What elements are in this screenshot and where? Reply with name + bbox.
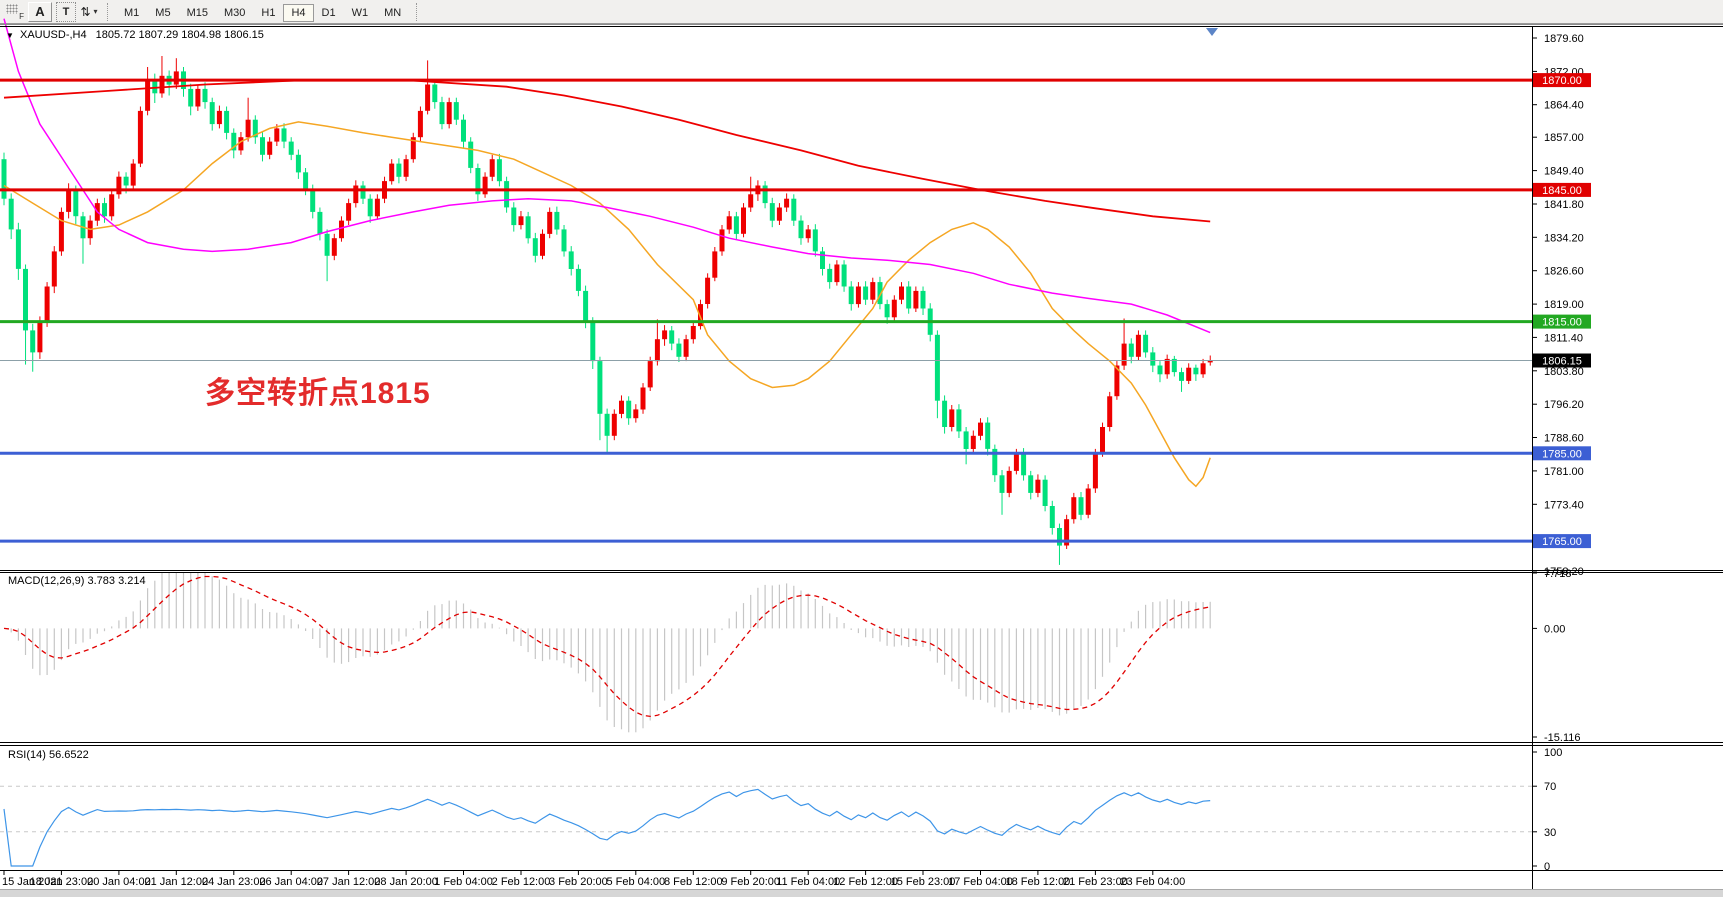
svg-text:1870.00: 1870.00 <box>1542 75 1582 87</box>
timeframe-button-h4[interactable]: H4 <box>283 3 314 22</box>
timeframe-button-m30[interactable]: M30 <box>223 6 246 19</box>
rsi-line <box>3 788 1211 867</box>
price-tick-label: 1864.40 <box>1544 100 1584 112</box>
price-badge-1765.00: 1765.00 <box>1533 534 1591 549</box>
price-tick-label: 1781.00 <box>1544 466 1584 478</box>
rsi-axis-label: 100 <box>1544 747 1562 759</box>
grid-f-label: F <box>19 12 24 21</box>
price-badge-1845.00: 1845.00 <box>1533 182 1591 197</box>
macd-axis-label: 0.00 <box>1544 623 1565 635</box>
price-tick-label: 1841.80 <box>1544 199 1584 211</box>
candles-layer <box>1 56 1213 565</box>
price-tick-label: 1849.40 <box>1544 166 1584 178</box>
price-tick-label: 1758.20 <box>1544 566 1584 578</box>
price-axis[interactable]: 1879.601872.001864.401857.001849.401841.… <box>1532 33 1584 578</box>
price-badge-1785.00: 1785.00 <box>1533 446 1591 461</box>
window-bottom-edge <box>0 889 1723 897</box>
rsi-axis-label: 0 <box>1544 861 1550 873</box>
time-tick-label: 2 Feb 12:00 <box>492 876 551 888</box>
time-tick-label: 18 Jan 23:00 <box>30 876 94 888</box>
dot-grid-icon <box>6 4 18 14</box>
price-badge-1870.00: 1870.00 <box>1533 73 1591 88</box>
time-tick-label: 11 Feb 04:00 <box>776 876 840 888</box>
pane-borders <box>0 24 1723 889</box>
time-tick-label: 21 Jan 12:00 <box>144 876 208 888</box>
timeframe-group: M1 M5 M15 M30 H1 H4 D1 W1 MN <box>116 3 409 22</box>
toolbar-separator <box>416 2 418 21</box>
svg-text:1815.00: 1815.00 <box>1542 317 1582 329</box>
ma-fast-orange-line <box>3 121 1211 488</box>
timeframe-button-m1[interactable]: M1 <box>124 6 140 19</box>
time-tick-label: 20 Jan 04:00 <box>87 876 151 888</box>
price-tick-label: 1773.40 <box>1544 499 1584 511</box>
font-tool-button[interactable]: A <box>28 1 52 22</box>
toolbar: F A T ⇅ ▾ M1 M5 M15 M30 H1 H4 D1 W1 MN <box>0 0 1723 24</box>
time-tick-label: 23 Feb 04:00 <box>1120 876 1185 888</box>
timeframe-button-m15[interactable]: M15 <box>186 6 208 19</box>
timeframe-button-w1[interactable]: W1 <box>351 6 369 19</box>
time-tick-label: 26 Jan 04:00 <box>259 876 323 888</box>
time-tick-label: 5 Feb 04:00 <box>606 876 665 888</box>
svg-text:1806.15: 1806.15 <box>1542 356 1582 368</box>
toolbar-separator <box>107 2 109 21</box>
level-lines-layer <box>0 78 1532 543</box>
price-badge-1815.00: 1815.00 <box>1533 314 1591 329</box>
price-tick-label: 1826.60 <box>1544 266 1584 278</box>
price-tick-label: 1803.80 <box>1544 366 1584 378</box>
time-tick-label: 27 Jan 12:00 <box>317 876 381 888</box>
time-tick-label: 28 Jan 20:00 <box>374 876 438 888</box>
svg-text:1765.00: 1765.00 <box>1542 536 1582 548</box>
macd-signal-line <box>3 575 1211 718</box>
timeframe-button-d1[interactable]: D1 <box>321 6 336 19</box>
time-tick-label: 12 Feb 12:00 <box>833 876 898 888</box>
rsi-axis-label: 30 <box>1544 827 1556 839</box>
svg-text:1845.00: 1845.00 <box>1542 185 1582 197</box>
time-tick-label: 18 Feb 12:00 <box>1005 876 1070 888</box>
time-tick-label: 15 Jan 2021 <box>2 876 63 888</box>
ma-medium-magenta-line <box>3 18 1211 334</box>
price-tick-label: 1796.20 <box>1544 399 1584 411</box>
cursor-tool-button[interactable]: ⇅ ▾ <box>80 3 98 21</box>
price-tick-label: 1834.20 <box>1544 232 1584 244</box>
dropdown-caret-icon: ▾ <box>93 7 98 16</box>
price-tick-label: 1788.60 <box>1544 433 1584 445</box>
price-tick-label: 1879.60 <box>1544 33 1584 45</box>
macd-axis-label: -15.116 <box>1544 732 1581 744</box>
time-tick-label: 17 Feb 04:00 <box>948 876 1013 888</box>
time-tick-label: 9 Feb 20:00 <box>721 876 780 888</box>
price-tick-label: 1857.00 <box>1544 132 1584 144</box>
price-tick-label: 1819.00 <box>1544 299 1584 311</box>
grid-f-icon[interactable]: F <box>6 4 24 21</box>
time-tick-label: 8 Feb 12:00 <box>664 876 723 888</box>
price-tick-label: 1811.40 <box>1544 332 1583 344</box>
text-tool-button[interactable]: T <box>56 1 76 22</box>
timeframe-button-mn[interactable]: MN <box>384 6 402 19</box>
macd-pane: 7.718 0.00 -15.116 <box>3 568 1581 744</box>
time-tick-label: 15 Feb 23:00 <box>891 876 956 888</box>
time-tick-label: 24 Jan 23:00 <box>202 876 266 888</box>
chart-shift-triangle-icon[interactable] <box>1206 28 1218 36</box>
time-tick-label: 3 Feb 20:00 <box>549 876 608 888</box>
time-tick-label: 1 Feb 04:00 <box>434 876 493 888</box>
macd-axis-label: 7.718 <box>1544 568 1572 580</box>
timeframe-button-m5[interactable]: M5 <box>155 6 171 19</box>
updown-arrows-icon: ⇅ <box>80 4 91 19</box>
rsi-axis-label: 70 <box>1544 781 1556 793</box>
time-tick-label: 21 Feb 23:00 <box>1063 876 1128 888</box>
timeframe-button-h1[interactable]: H1 <box>261 6 276 19</box>
price-badge-1806.15: 1806.15 <box>1533 353 1591 368</box>
rsi-pane: 100 70 30 0 <box>0 747 1562 873</box>
svg-text:1785.00: 1785.00 <box>1542 448 1582 460</box>
